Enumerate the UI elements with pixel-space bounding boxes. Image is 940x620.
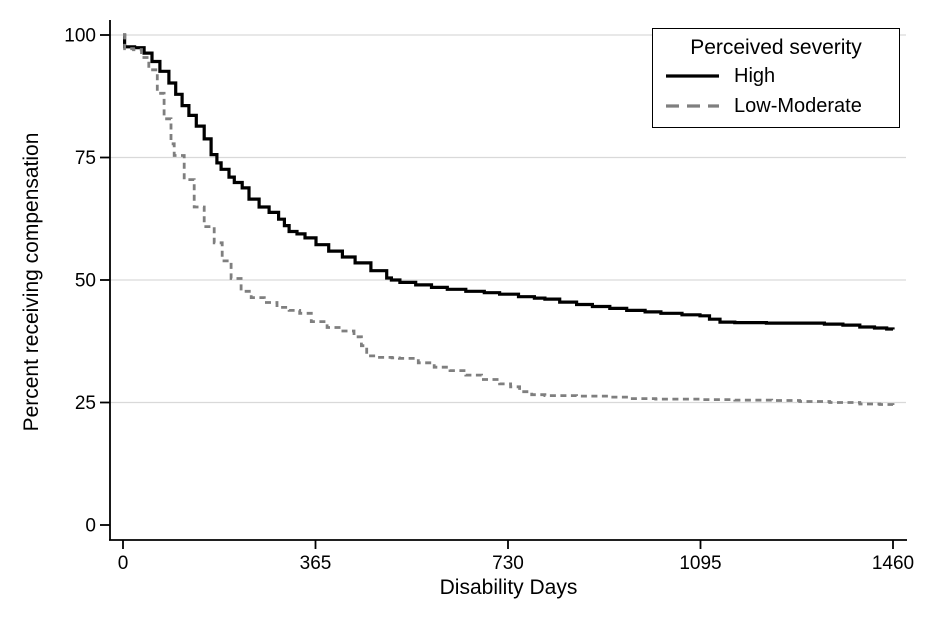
legend-item-low-moderate: Low-Moderate [653, 91, 899, 121]
x-tick-label-1460: 1460 [872, 553, 914, 574]
y-tick-label-25: 25 [75, 393, 96, 414]
y-tick-label-75: 75 [75, 148, 96, 169]
x-tick-label-730: 730 [492, 553, 524, 574]
low-moderate-line-sample-icon [666, 104, 719, 108]
high-line-sample-icon [666, 74, 719, 78]
y-axis-title: Percent receiving compensation [20, 132, 43, 432]
legend-title: Perceived severity [690, 36, 862, 59]
x-tick-label-365: 365 [300, 553, 332, 574]
y-tick-label-0: 0 [85, 516, 96, 537]
y-tick-label-100: 100 [64, 26, 96, 47]
high-curve [123, 33, 895, 331]
legend-label-high: High [734, 64, 776, 87]
legend-item-high: High [653, 61, 899, 91]
x-tick-label-0: 0 [118, 553, 129, 574]
low-moderate-curve [123, 33, 895, 406]
legend: Perceived severity High Low-Moderate [652, 28, 900, 128]
x-axis-title: Disability Days [439, 576, 578, 599]
x-tick-label-1095: 1095 [679, 553, 721, 574]
legend-label-low-moderate: Low-Moderate [734, 94, 862, 117]
y-tick-label-50: 50 [75, 271, 96, 292]
